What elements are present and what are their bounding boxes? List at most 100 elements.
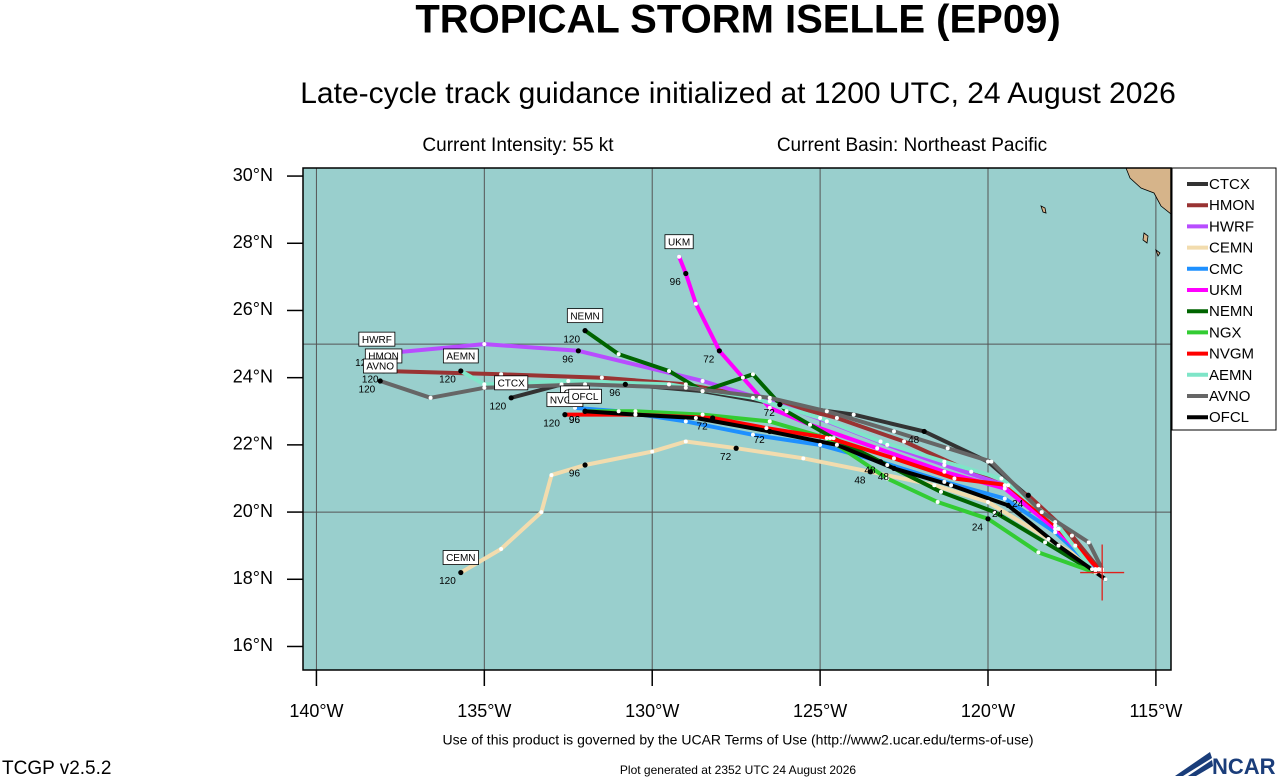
track-line bbox=[583, 409, 1108, 582]
track-point bbox=[650, 449, 655, 454]
track-point bbox=[700, 379, 705, 384]
track-point bbox=[985, 516, 991, 522]
basin: Current Basin: Northeast Pacific bbox=[777, 135, 1047, 156]
x-tick-label: 120°W bbox=[961, 701, 1015, 721]
track-point bbox=[767, 399, 772, 404]
track-point bbox=[683, 419, 688, 424]
track-point bbox=[539, 510, 544, 515]
forecast-hour: 48 bbox=[878, 472, 890, 483]
current-position bbox=[1080, 544, 1125, 601]
track-point bbox=[828, 436, 833, 441]
track-point bbox=[482, 385, 487, 390]
legend-label: CTCX bbox=[1209, 176, 1250, 193]
track-point bbox=[683, 439, 688, 444]
track-point bbox=[1096, 567, 1101, 572]
track-point bbox=[740, 375, 745, 380]
model-label: AEMN bbox=[446, 352, 475, 363]
track-point bbox=[867, 469, 874, 475]
model-label: NEMN bbox=[570, 311, 599, 322]
ncar-logo: NCAR bbox=[1175, 752, 1276, 779]
track-point bbox=[633, 409, 638, 414]
coastline bbox=[1125, 168, 1171, 215]
track-point bbox=[616, 409, 621, 414]
track-point bbox=[932, 483, 937, 488]
logo-mark bbox=[1175, 752, 1212, 776]
track-point bbox=[935, 499, 940, 504]
terms: Use of this product is governed by the U… bbox=[442, 732, 1033, 748]
track-point bbox=[482, 342, 487, 347]
legend-label: CEMN bbox=[1209, 240, 1253, 257]
forecast-hour: 48 bbox=[854, 475, 866, 486]
track-point bbox=[1046, 536, 1051, 541]
track-point bbox=[999, 476, 1004, 481]
subtitle: Late-cycle track guidance initialized at… bbox=[300, 77, 1176, 110]
forecast-hour: 120 bbox=[362, 375, 379, 386]
model-label: CTCX bbox=[498, 378, 526, 389]
model-label-box bbox=[358, 331, 396, 347]
track-point bbox=[1002, 486, 1007, 491]
track-point bbox=[733, 445, 739, 451]
generated: Plot generated at 2352 UTC 24 August 202… bbox=[620, 763, 856, 777]
legend-label: NVGM bbox=[1209, 346, 1254, 363]
track-point bbox=[777, 401, 783, 408]
track-point bbox=[969, 469, 974, 474]
track-point bbox=[921, 428, 927, 435]
legend-label: NEMN bbox=[1209, 303, 1253, 320]
forecast-hour: 96 bbox=[569, 469, 581, 480]
y-tick-label: 18°N bbox=[233, 568, 273, 588]
forecast-hour: 24 bbox=[972, 522, 984, 533]
track-point bbox=[824, 409, 829, 414]
model-label: CEMN bbox=[446, 553, 475, 564]
model-label-box bbox=[442, 348, 479, 364]
forecast-hour: 96 bbox=[569, 415, 581, 426]
track-point bbox=[1039, 510, 1044, 515]
legend-label: HMON bbox=[1209, 197, 1255, 214]
track-point bbox=[693, 415, 698, 420]
track-point bbox=[885, 442, 890, 447]
track-point bbox=[942, 463, 947, 468]
track-point bbox=[677, 254, 682, 259]
forecast-hour: 120 bbox=[359, 385, 376, 396]
track-point bbox=[566, 379, 571, 384]
y-tick-label: 28°N bbox=[233, 232, 273, 252]
y-tick-label: 20°N bbox=[233, 501, 273, 521]
track-point bbox=[831, 436, 836, 441]
track-point bbox=[992, 510, 997, 515]
track-point bbox=[834, 442, 839, 447]
track-point bbox=[767, 405, 772, 410]
track-line bbox=[458, 439, 1101, 575]
forecast-hour: 24 bbox=[1012, 499, 1024, 510]
track-point bbox=[377, 378, 383, 384]
track-point bbox=[824, 436, 829, 441]
track-point bbox=[1086, 540, 1091, 545]
model-label: HMON bbox=[368, 352, 399, 363]
track-point bbox=[582, 462, 588, 468]
track-point bbox=[1005, 502, 1011, 508]
track-point bbox=[750, 395, 755, 400]
track-point bbox=[818, 442, 823, 447]
y-tick-label: 22°N bbox=[233, 434, 273, 454]
track-point bbox=[1025, 492, 1031, 498]
track-point bbox=[891, 465, 897, 471]
island bbox=[1040, 205, 1047, 214]
track-point bbox=[942, 469, 947, 474]
island bbox=[1155, 248, 1161, 257]
forecast-hour: 48 bbox=[864, 465, 876, 476]
axes: 140°W 135°W 130°W 125°W 120°W 115°W 30°N 28°N 26… bbox=[233, 165, 1183, 721]
model-label-box bbox=[494, 375, 529, 391]
track-point bbox=[824, 419, 829, 424]
forecast-hour: 72 bbox=[764, 408, 776, 419]
track-point bbox=[1103, 577, 1108, 582]
track-point bbox=[683, 382, 688, 387]
track-point bbox=[583, 382, 588, 387]
track-point bbox=[949, 483, 954, 488]
track-point bbox=[885, 463, 890, 468]
track-point bbox=[1053, 530, 1058, 535]
track-point bbox=[693, 301, 698, 306]
track-point bbox=[989, 459, 994, 464]
legend-box bbox=[1171, 167, 1277, 431]
y-tick-label: 16°N bbox=[233, 635, 273, 655]
forecast-hour: 96 bbox=[670, 277, 682, 288]
track-point bbox=[757, 395, 762, 400]
forecast-hour: 96 bbox=[609, 388, 621, 399]
